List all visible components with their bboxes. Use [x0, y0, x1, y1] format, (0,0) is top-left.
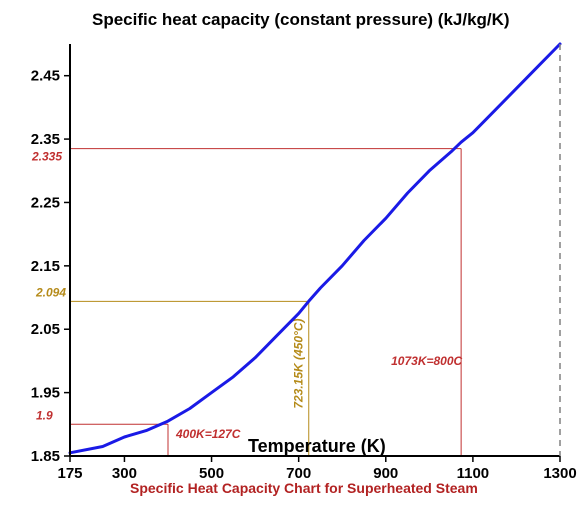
x-tick-label: 175 [57, 465, 82, 482]
ref-y-label: 2.335 [31, 150, 62, 164]
ref-y-label: 1.9 [36, 408, 53, 422]
data-curve [70, 44, 560, 453]
y-tick-label: 1.85 [31, 448, 60, 465]
ref-y-label: 2.094 [35, 285, 66, 299]
ref-x-label: 1073K=800C [391, 354, 462, 368]
y-tick-label: 2.05 [31, 321, 60, 338]
y-tick-label: 2.35 [31, 131, 60, 148]
chart-subtitle: Specific Heat Capacity Chart for Superhe… [130, 480, 478, 496]
y-tick-label: 2.15 [31, 258, 60, 275]
y-tick-label: 2.45 [31, 68, 60, 85]
ref-x-label: 723.15K (450°C) [292, 318, 306, 408]
chart-svg: 1.851.952.052.152.252.352.45175300500700… [0, 0, 578, 508]
y-tick-label: 2.25 [31, 194, 60, 211]
ref-x-label: 400K=127C [175, 427, 241, 441]
y-tick-label: 1.95 [31, 385, 60, 402]
chart-title: Specific heat capacity (constant pressur… [92, 10, 510, 30]
chart-container: 1.851.952.052.152.252.352.45175300500700… [0, 0, 578, 508]
x-axis-label: Temperature (K) [248, 436, 386, 457]
x-tick-label: 1300 [543, 465, 576, 482]
